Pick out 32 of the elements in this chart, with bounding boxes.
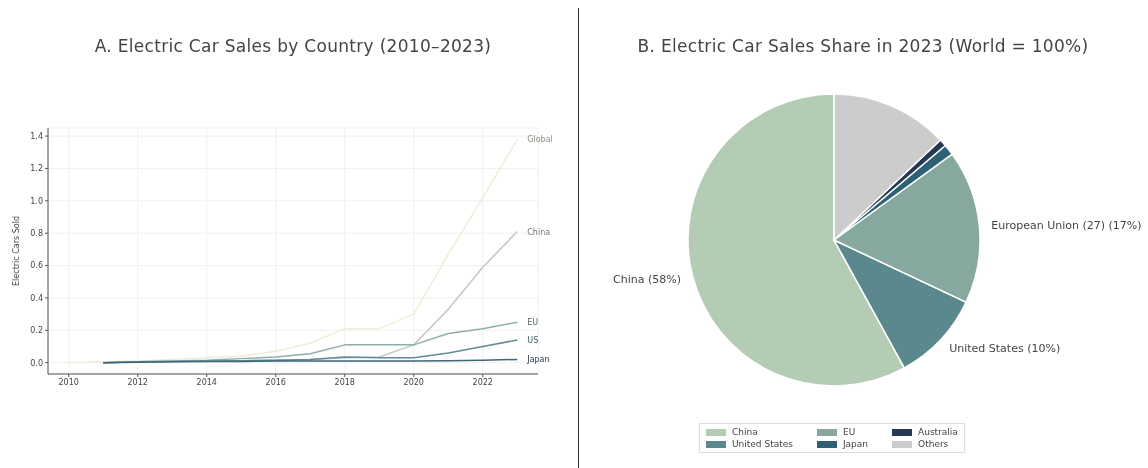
y-tick-label: 1.0 — [30, 196, 43, 206]
legend-label: Australia — [918, 427, 958, 437]
series-label: Global — [527, 135, 553, 145]
y-tick-label: 1.2 — [30, 164, 43, 174]
y-tick-label: 0.2 — [30, 326, 43, 336]
x-tick-label: 2016 — [265, 377, 286, 387]
y-axis-title: Electric Cars Sold — [11, 216, 21, 286]
data-label: China (58%) — [613, 272, 681, 286]
series-label: Japan — [526, 355, 550, 365]
x-tick-label: 2022 — [472, 377, 493, 387]
chart-title: B. Electric Car Sales Share in 2023 (World = 100%) — [636, 36, 1090, 56]
series-label: China — [527, 227, 551, 237]
legend-label: EU — [842, 427, 856, 437]
legend-label: United States — [732, 439, 793, 449]
y-tick-label: 0.8 — [30, 229, 43, 239]
series-label: EU — [527, 318, 539, 328]
series-label: US — [527, 336, 539, 346]
x-tick-label: 2012 — [127, 377, 148, 387]
x-tick-label: 2018 — [334, 377, 355, 387]
x-tick-label: 2010 — [58, 377, 79, 387]
legend-label: China — [732, 427, 758, 437]
legend-label: Japan — [842, 439, 869, 449]
data-label: European Union (27) (17%) — [991, 218, 1142, 232]
y-tick-label: 0.4 — [30, 293, 43, 303]
x-tick-label: 2020 — [403, 377, 424, 387]
chart-title: A. Electric Car Sales by Country (2010–2023) — [93, 36, 493, 56]
y-tick-label: 1.4 — [30, 131, 43, 141]
data-label: United States (10%) — [949, 341, 1061, 355]
legend-label: Others — [918, 439, 949, 449]
y-tick-label: 0.0 — [30, 358, 43, 368]
x-tick-label: 2014 — [196, 377, 217, 387]
y-tick-label: 0.6 — [30, 261, 43, 271]
